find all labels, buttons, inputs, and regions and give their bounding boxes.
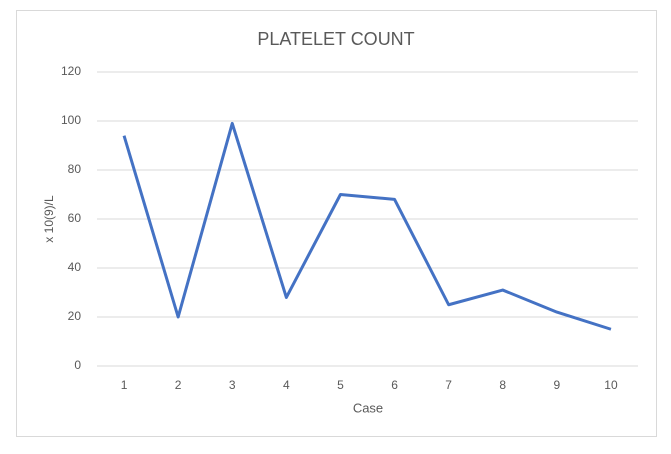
x-tick-label: 10 [604,378,618,392]
x-tick-label: 4 [283,378,290,392]
x-tick-label: 6 [391,378,398,392]
x-tick-label: 5 [337,378,344,392]
x-tick-label: 3 [229,378,236,392]
x-tick-label: 7 [445,378,452,392]
x-axis-label: Case [353,400,383,415]
y-axis-label: x 10(9)/L [42,195,56,243]
data-line [122,121,612,331]
y-tick-label: 100 [61,113,81,127]
chart-border [16,10,657,437]
y-tick-label: 80 [68,162,82,176]
chart-title: PLATELET COUNT [257,29,414,49]
y-tick-label: 0 [74,358,81,372]
y-tick-label: 40 [68,260,82,274]
x-tick-label: 9 [554,378,561,392]
x-tick-label: 1 [121,378,128,392]
y-tick-label: 120 [61,64,81,78]
x-tick-label: 8 [499,378,506,392]
y-tick-label: 20 [68,309,82,323]
y-tick-label: 60 [68,211,82,225]
x-tick-label: 2 [175,378,182,392]
